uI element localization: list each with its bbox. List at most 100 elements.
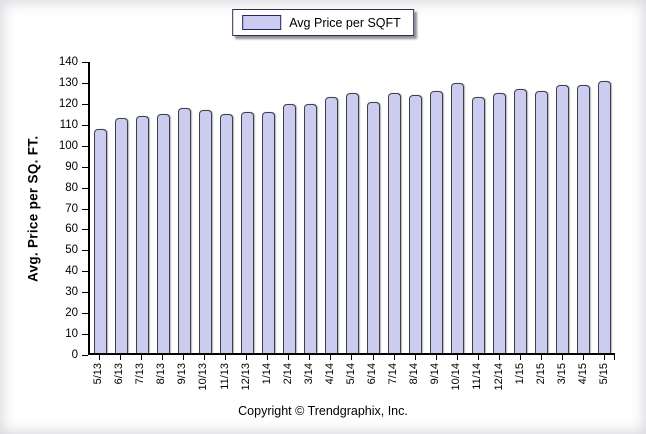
- bar-slot: [384, 62, 405, 353]
- bar-slot: [279, 62, 300, 353]
- y-tick-label-130: 130: [58, 76, 78, 89]
- x-slot-6/13: 6/13: [109, 355, 130, 403]
- y-tick-label-40: 40: [65, 265, 78, 278]
- x-tick-label-9/13: 9/13: [176, 363, 189, 385]
- bar-12/13: [241, 111, 254, 353]
- bar-5/13: [94, 128, 107, 353]
- bar-11/13: [220, 113, 233, 353]
- x-tick-label-11/13: 11/13: [218, 363, 231, 390]
- x-tick-label-4/15: 4/15: [576, 363, 589, 385]
- y-tick-label-80: 80: [65, 181, 78, 194]
- x-tick-label-5/15: 5/15: [597, 363, 610, 385]
- bar-slot: [216, 62, 237, 353]
- y-tick-label-30: 30: [65, 286, 78, 299]
- x-slot-11/14: 11/14: [467, 355, 488, 403]
- y-tick-label-140: 140: [58, 56, 78, 68]
- x-slot-10/13: 10/13: [193, 355, 214, 403]
- bar-7/14: [388, 93, 401, 353]
- legend-swatch: [242, 15, 282, 30]
- y-tick-label-60: 60: [65, 223, 78, 236]
- y-tick-label-90: 90: [65, 160, 78, 173]
- x-slot-7/14: 7/14: [383, 355, 404, 403]
- legend: Avg Price per SQFT: [232, 9, 414, 36]
- x-slot-6/14: 6/14: [362, 355, 383, 403]
- bar-slot: [300, 62, 321, 353]
- bar-10/13: [199, 109, 212, 353]
- x-tick-label-8/13: 8/13: [155, 363, 168, 385]
- y-tick-label-0: 0: [71, 349, 78, 361]
- bar-7/13: [136, 116, 149, 353]
- x-slot-12/13: 12/13: [236, 355, 257, 403]
- bar-slot: [363, 62, 384, 353]
- y-tick-0: [82, 355, 88, 356]
- x-tick-label-5/13: 5/13: [92, 363, 105, 385]
- bar-slot: [552, 62, 573, 353]
- bar-slot: [195, 62, 216, 353]
- bar-slot: [447, 62, 468, 353]
- y-tick-30: [82, 292, 88, 294]
- bar-5/15: [598, 80, 611, 353]
- y-tick-label-100: 100: [58, 139, 78, 152]
- bar-3/14: [304, 103, 317, 353]
- x-slot-3/14: 3/14: [299, 355, 320, 403]
- bar-slot: [426, 62, 447, 353]
- x-tick-label-1/14: 1/14: [260, 363, 273, 385]
- y-tick-50: [82, 250, 88, 252]
- x-tick-label-6/14: 6/14: [366, 363, 379, 385]
- x-tick-label-6/13: 6/13: [113, 363, 126, 385]
- x-slot-2/15: 2/15: [531, 355, 552, 403]
- x-tick-label-10/13: 10/13: [197, 363, 210, 391]
- x-slot-2/14: 2/14: [278, 355, 299, 403]
- copyright-text: Copyright © Trendgraphix, Inc.: [238, 404, 408, 418]
- x-slot-5/13: 5/13: [88, 355, 109, 403]
- x-tick-label-1/15: 1/15: [513, 363, 526, 385]
- bar-1/15: [514, 89, 527, 353]
- y-tick-100: [82, 145, 88, 147]
- bar-8/14: [409, 95, 422, 353]
- bar-slot: [321, 62, 342, 353]
- bar-slot: [90, 62, 111, 353]
- x-slot-8/14: 8/14: [404, 355, 425, 403]
- y-tick-20: [82, 313, 88, 315]
- bar-slot: [510, 62, 531, 353]
- y-tick-label-20: 20: [65, 307, 78, 320]
- x-slot-4/14: 4/14: [320, 355, 341, 403]
- x-tick-label-3/15: 3/15: [555, 363, 568, 385]
- bar-10/14: [451, 82, 464, 353]
- x-tick-label-7/13: 7/13: [134, 363, 147, 385]
- bar-11/14: [472, 97, 485, 353]
- legend-label: Avg Price per SQFT: [289, 15, 401, 30]
- bar-slot: [531, 62, 552, 353]
- x-slot-4/15: 4/15: [573, 355, 594, 403]
- bar-3/15: [556, 84, 569, 353]
- x-tick-label-2/14: 2/14: [281, 363, 294, 385]
- x-tick-label-12/13: 12/13: [239, 363, 252, 391]
- bar-4/15: [577, 84, 590, 353]
- y-tick-120: [82, 103, 88, 105]
- bar-4/14: [325, 97, 338, 353]
- x-tick-label-3/14: 3/14: [302, 363, 315, 385]
- y-tick-label-10: 10: [65, 328, 78, 341]
- x-slot-1/14: 1/14: [257, 355, 278, 403]
- bar-5/14: [346, 93, 359, 353]
- x-slot-10/14: 10/14: [446, 355, 467, 403]
- x-slot-5/15: 5/15: [594, 355, 615, 403]
- bar-9/14: [430, 91, 443, 353]
- y-tick-110: [82, 124, 88, 126]
- x-tick-label-7/14: 7/14: [387, 363, 400, 385]
- y-tick-80: [82, 187, 88, 189]
- bar-slot: [174, 62, 195, 353]
- bar-slot: [342, 62, 363, 353]
- bar-2/15: [535, 91, 548, 353]
- x-slot-3/15: 3/15: [552, 355, 573, 403]
- bar-slot: [153, 62, 174, 353]
- x-slot-11/13: 11/13: [214, 355, 235, 403]
- bar-slot: [489, 62, 510, 353]
- y-tick-90: [82, 166, 88, 168]
- bar-slot: [594, 62, 615, 353]
- bar-slot: [237, 62, 258, 353]
- y-tick-label-70: 70: [65, 202, 78, 215]
- bar-1/14: [262, 111, 275, 353]
- y-tick-140: [82, 62, 88, 63]
